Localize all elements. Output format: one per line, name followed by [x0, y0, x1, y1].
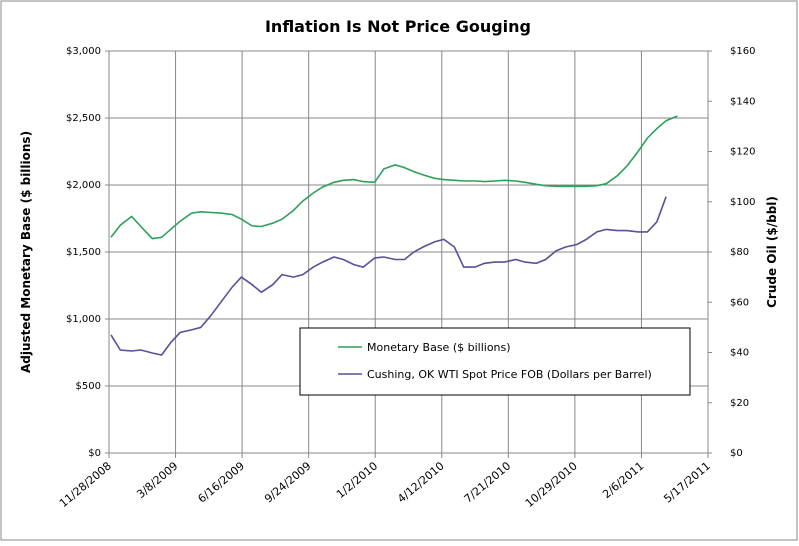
y-tick-label: $1,500 — [66, 247, 101, 258]
y-tick-label: $0 — [88, 448, 101, 459]
y-tick-label: $2,500 — [66, 113, 101, 124]
y2-tick-label: $40 — [730, 348, 749, 359]
y-tick-label: $2,000 — [66, 180, 101, 191]
y2-tick-label: $100 — [730, 197, 755, 208]
y2-tick-label: $60 — [730, 297, 749, 308]
y-tick-label: $1,000 — [66, 314, 101, 325]
legend-label: Cushing, OK WTI Spot Price FOB (Dollars … — [367, 368, 652, 381]
y-tick-label: $3,000 — [66, 46, 101, 57]
y2-tick-label: $160 — [730, 46, 755, 57]
y2-tick-label: $20 — [730, 398, 749, 409]
series-line — [110, 196, 667, 356]
y-axis-title: Adjusted Monetary Base ($ billions) — [19, 131, 33, 373]
y2-tick-label: $80 — [730, 247, 749, 258]
y2-tick-label: $0 — [730, 448, 743, 459]
y2-axis-title: Crude Oil ($/bbl) — [765, 196, 779, 308]
y2-tick-label: $140 — [730, 96, 755, 107]
y2-tick-label: $120 — [730, 147, 755, 158]
legend — [299, 327, 691, 396]
chart-title: Inflation Is Not Price Gouging — [265, 17, 531, 36]
series-line — [110, 115, 678, 240]
legend-label: Monetary Base ($ billions) — [367, 341, 511, 354]
y-tick-label: $500 — [76, 381, 101, 392]
